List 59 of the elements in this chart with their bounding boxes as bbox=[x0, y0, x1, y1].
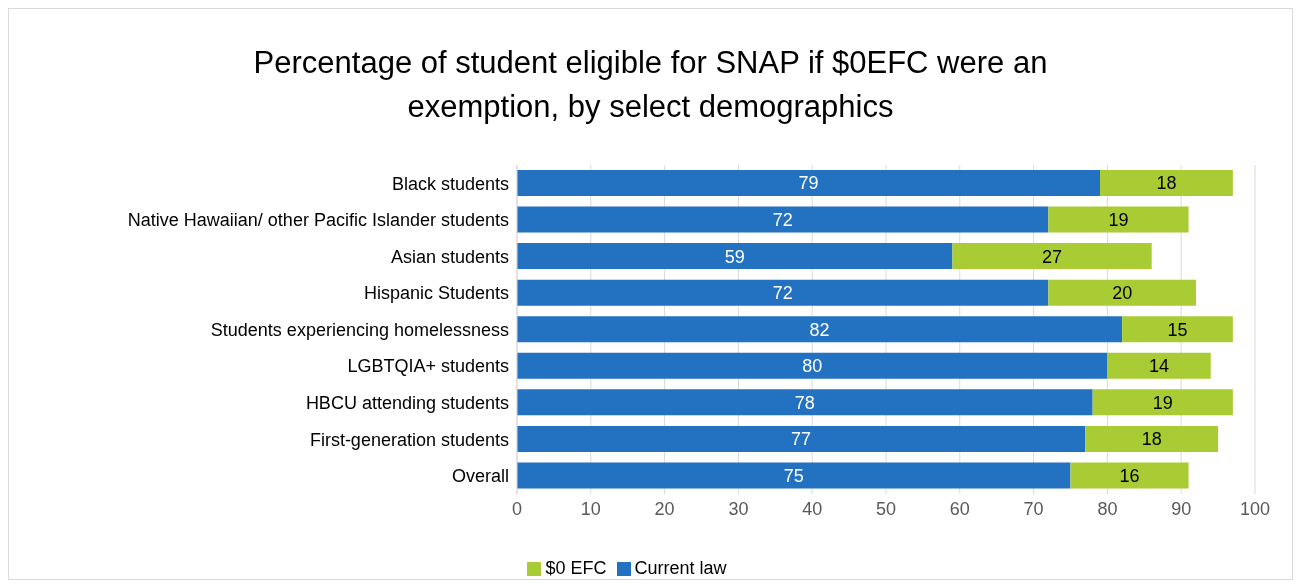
y-tick-label: Native Hawaiian/ other Pacific Islander students bbox=[127, 210, 509, 231]
x-tick-label: 40 bbox=[802, 498, 823, 519]
bar bbox=[1048, 279, 1196, 306]
data-label: 77 bbox=[791, 429, 812, 450]
bar bbox=[1092, 389, 1233, 416]
bar bbox=[1122, 316, 1233, 343]
data-label: 14 bbox=[1149, 356, 1170, 377]
x-tick-label: 10 bbox=[580, 498, 601, 519]
y-tick-label: Hispanic Students bbox=[363, 283, 509, 304]
bar bbox=[952, 243, 1152, 270]
data-label: 18 bbox=[1141, 429, 1162, 450]
data-label: 15 bbox=[1167, 319, 1188, 340]
y-tick-label: Black students bbox=[391, 173, 509, 194]
data-label: 20 bbox=[1112, 283, 1133, 304]
data-label: 75 bbox=[783, 465, 804, 486]
data-label: 19 bbox=[1108, 209, 1129, 230]
x-tick-label: 0 bbox=[511, 498, 523, 519]
bar bbox=[517, 389, 1093, 416]
data-label: 27 bbox=[1042, 246, 1063, 267]
y-tick-label: LGBTQIA+ students bbox=[347, 356, 509, 377]
data-label: 16 bbox=[1119, 465, 1140, 486]
x-tick-label: 50 bbox=[875, 498, 897, 519]
y-tick-label: Asian students bbox=[390, 246, 509, 267]
y-tick-label: Overall bbox=[451, 466, 509, 487]
bar bbox=[517, 243, 953, 270]
bar bbox=[517, 316, 1123, 343]
bar bbox=[1085, 425, 1219, 452]
bar bbox=[517, 462, 1071, 489]
y-tick-label: Students experiencing homelessness bbox=[210, 319, 509, 340]
x-tick-label: 60 bbox=[949, 498, 970, 519]
bar bbox=[517, 425, 1086, 452]
bar bbox=[517, 206, 1049, 233]
bar bbox=[517, 352, 1108, 379]
data-label: 72 bbox=[772, 283, 793, 304]
legend-label: $0 EFC bbox=[545, 558, 607, 578]
data-label: 18 bbox=[1156, 173, 1177, 194]
bar bbox=[517, 279, 1049, 306]
chart-title: Percentage of student eligible for SNAP if $0EFC were an exemption, by select demographics bbox=[252, 44, 1049, 126]
y-tick-label: First-generation students bbox=[309, 429, 509, 450]
bar bbox=[1048, 206, 1189, 233]
data-label: 82 bbox=[809, 319, 830, 340]
x-tick-label: 80 bbox=[1097, 498, 1118, 519]
bar bbox=[517, 170, 1101, 196]
bar bbox=[1070, 462, 1189, 489]
bar bbox=[1107, 352, 1211, 379]
x-tick-label: 70 bbox=[1023, 498, 1044, 519]
y-tick-label: HBCU attending students bbox=[305, 393, 509, 413]
data-label: 19 bbox=[1152, 392, 1173, 413]
x-tick-label: 30 bbox=[728, 498, 749, 519]
data-label: 59 bbox=[724, 246, 745, 267]
data-label: 79 bbox=[798, 173, 819, 194]
bar bbox=[1100, 170, 1233, 196]
data-label: 80 bbox=[802, 356, 823, 377]
x-tick-label: 90 bbox=[1171, 498, 1192, 519]
data-label: 72 bbox=[772, 209, 793, 230]
x-tick-label: 100 bbox=[1239, 498, 1271, 519]
legend-label: Current law bbox=[634, 558, 727, 578]
x-tick-label: 20 bbox=[654, 498, 675, 519]
data-label: 78 bbox=[794, 392, 815, 413]
